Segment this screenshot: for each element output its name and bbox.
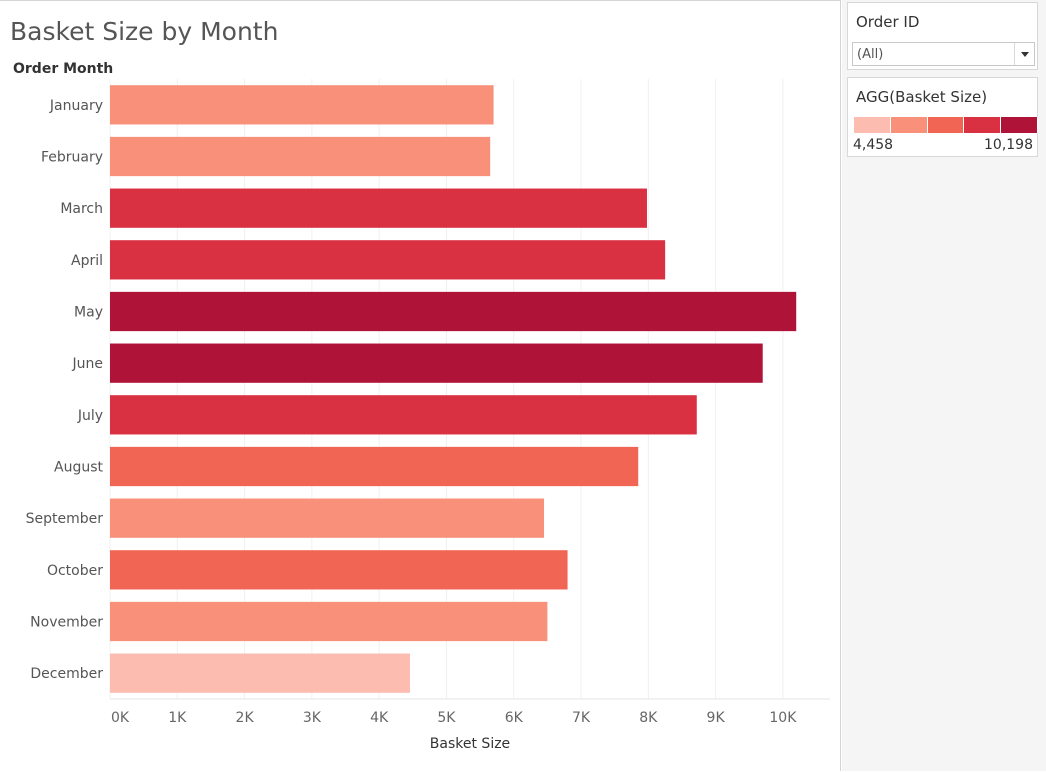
category-label: July: [77, 408, 103, 424]
x-tick-label: 9K: [707, 710, 726, 726]
legend-swatch: [890, 117, 928, 133]
category-label: December: [30, 666, 103, 682]
bar: [110, 85, 494, 125]
bar: [110, 653, 410, 693]
legend-swatch: [964, 117, 1002, 133]
chart-title: Basket Size by Month: [10, 17, 279, 46]
side-panel: Order ID (All) AGG(Basket Size) 4,458 10…: [842, 0, 1046, 771]
legend-max-label: 10,198: [984, 137, 1033, 153]
legend-min-label: 4,458: [853, 137, 894, 153]
x-tick-label: 10K: [769, 710, 797, 726]
category-label: June: [72, 356, 104, 372]
filter-title: Order ID: [856, 13, 920, 31]
category-label: February: [41, 150, 103, 166]
bar: [110, 550, 568, 590]
x-tick-label: 0K: [111, 710, 130, 726]
dropdown-value: (All): [857, 47, 884, 62]
bar: [110, 240, 666, 280]
legend-swatch: [927, 117, 965, 133]
bar-chart: January February March April May June July Augu…: [26, 79, 830, 726]
bar: [110, 498, 545, 538]
x-tick-label: 2K: [236, 710, 255, 726]
order-id-dropdown[interactable]: (All): [852, 42, 1035, 66]
row-header: Order Month: [13, 61, 114, 77]
chevron-down-icon[interactable]: [1014, 43, 1034, 65]
category-label: April: [71, 253, 103, 269]
bar: [110, 601, 548, 642]
x-tick-label: 4K: [370, 710, 389, 726]
x-tick-label: 1K: [168, 710, 187, 726]
legend-swatch: [854, 117, 891, 133]
bar: [110, 291, 797, 332]
category-label: January: [49, 98, 103, 114]
x-tick-label: 5K: [437, 710, 456, 726]
order-id-filter-card: Order ID (All): [847, 2, 1038, 70]
x-tick-label: 7K: [572, 710, 591, 726]
category-label: October: [47, 563, 103, 579]
category-label: August: [54, 460, 104, 476]
bar: [110, 395, 697, 435]
category-label: November: [30, 615, 103, 631]
category-label: September: [26, 511, 104, 527]
category-label: March: [60, 201, 103, 217]
chart-panel: Basket Size by Month Order Month January…: [0, 0, 841, 771]
x-tick-label: 8K: [639, 710, 658, 726]
legend-swatch: [1001, 117, 1038, 133]
bar: [110, 188, 647, 228]
bar: [110, 136, 491, 177]
x-tick-label: 3K: [303, 710, 322, 726]
legend-title: AGG(Basket Size): [856, 88, 988, 106]
legend-color-ramp: [854, 117, 1038, 133]
x-tick-label: 6K: [505, 710, 524, 726]
color-legend-card: AGG(Basket Size) 4,458 10,198: [847, 77, 1038, 157]
x-axis-title: Basket Size: [429, 736, 511, 752]
bar: [110, 343, 763, 383]
category-label: May: [74, 305, 103, 321]
bar: [110, 446, 639, 487]
